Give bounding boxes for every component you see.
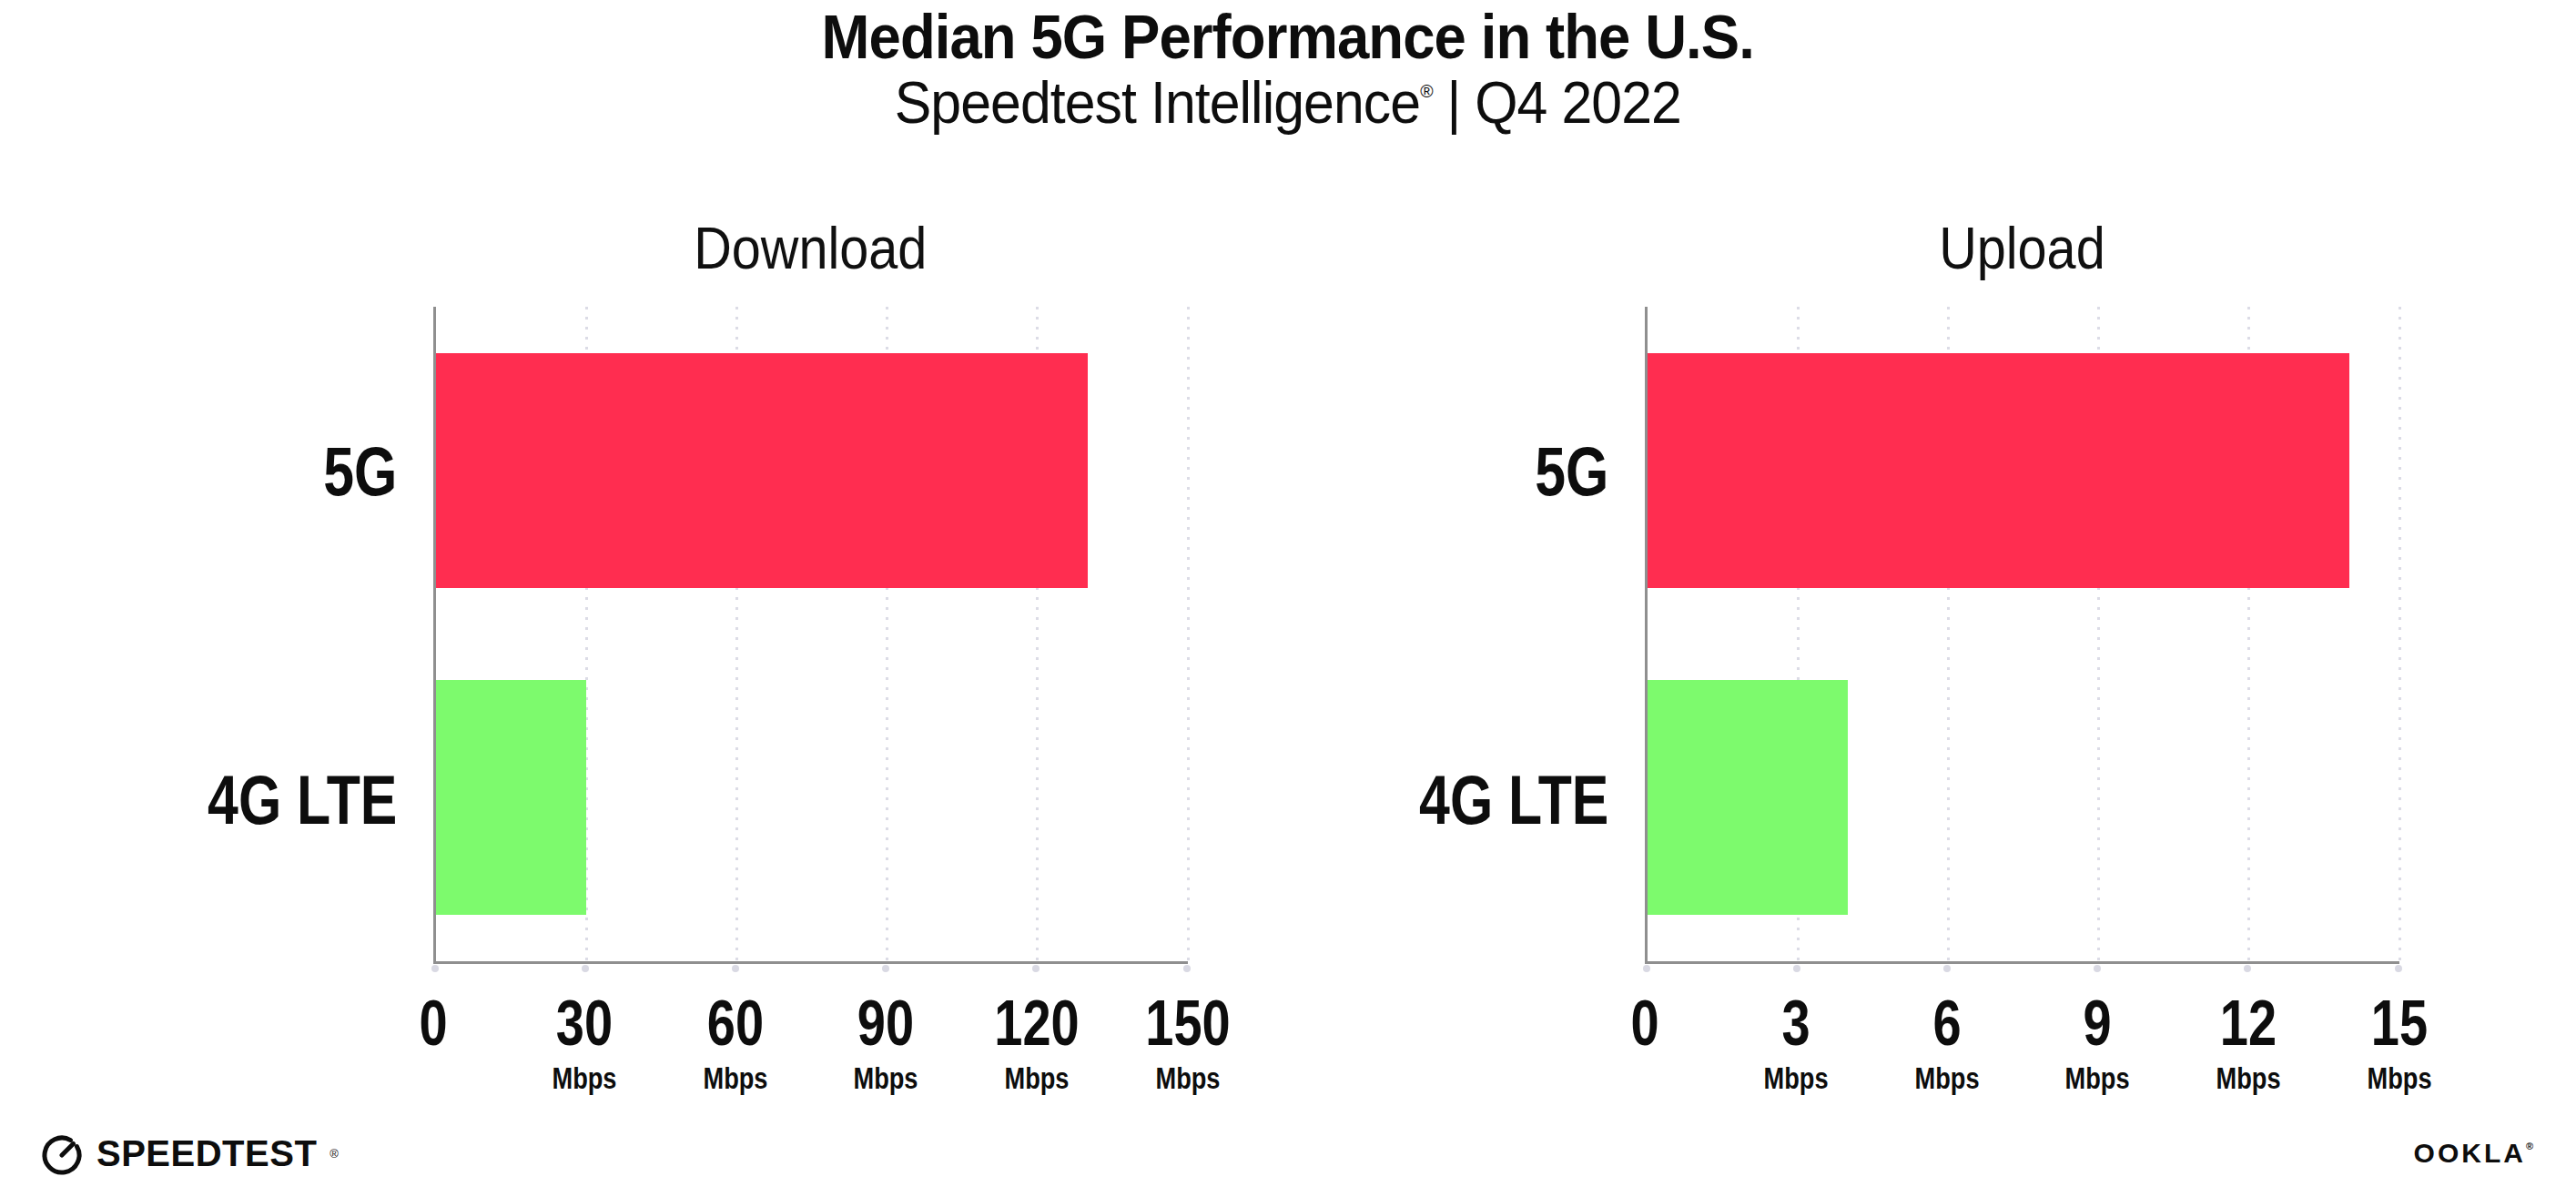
speedtest-wordmark: SPEEDTEST <box>96 1133 317 1174</box>
x-tick: 0 <box>1628 991 1663 1055</box>
category-label-4g-lte: 4G LTE <box>1388 635 1645 964</box>
x-tick: 120 Mbps <box>984 991 1090 1093</box>
axis-tick-dot <box>1943 965 1951 972</box>
download-plot-row: 5G 4G LTE <box>177 307 1188 964</box>
page-subtitle: Speedtest Intelligence® | Q4 2022 <box>0 74 2576 132</box>
bar-row-5g <box>1648 307 2399 634</box>
x-tick: 90 Mbps <box>846 991 927 1093</box>
chart-graphic: Median 5G Performance in the U.S. Speedt… <box>0 0 2576 1197</box>
x-tick-value: 6 <box>1914 991 1979 1055</box>
x-tick: 3 Mbps <box>1755 991 1836 1093</box>
axis-tick-dot <box>582 965 589 972</box>
page-title: Median 5G Performance in the U.S. <box>0 5 2576 68</box>
x-axis: 030Mbps60Mbps90Mbps120Mbps150Mbps <box>433 964 1188 1108</box>
x-tick-value: 15 <box>2367 991 2431 1055</box>
speedometer-gauge-icon <box>40 1131 84 1175</box>
x-tick: 30 Mbps <box>543 991 624 1093</box>
y-axis-labels: 5G 4G LTE <box>1388 307 1645 964</box>
x-tick: 150 Mbps <box>1135 991 1242 1093</box>
x-tick: 0 <box>416 991 451 1055</box>
plot-area <box>433 307 1188 964</box>
x-tick-unit: Mbps <box>994 1062 1079 1093</box>
x-tick: 9 Mbps <box>2057 991 2138 1093</box>
axis-tick-dot <box>1793 965 1800 972</box>
plot-area <box>1645 307 2399 964</box>
x-tick-value: 120 <box>994 991 1079 1055</box>
footer: SPEEDTEST® OOKLA® <box>0 1131 2576 1197</box>
x-tick-value: 90 <box>854 991 918 1055</box>
x-tick: 6 Mbps <box>1906 991 1987 1093</box>
x-tick-value: 150 <box>1145 991 1230 1055</box>
x-tick-unit: Mbps <box>2216 1062 2281 1093</box>
axis-tick-dot <box>2395 965 2402 972</box>
x-tick-value: 0 <box>419 991 447 1055</box>
x-tick-unit: Mbps <box>703 1062 767 1093</box>
x-tick-unit: Mbps <box>2367 1062 2431 1093</box>
registered-mark: ® <box>330 1147 339 1161</box>
subtitle-period: | Q4 2022 <box>1433 70 1681 136</box>
download-chart: Download 5G 4G LTE <box>177 219 1188 1108</box>
charts-container: Download 5G 4G LTE <box>0 219 2576 1108</box>
ookla-logo: OOKLA® <box>2414 1138 2536 1169</box>
x-tick-unit: Mbps <box>2065 1062 2130 1093</box>
x-tick-unit: Mbps <box>1145 1062 1230 1093</box>
page-title-text: Median 5G Performance in the U.S. <box>822 5 1754 68</box>
category-label-4g-lte: 4G LTE <box>177 635 433 964</box>
x-tick-value: 0 <box>1630 991 1658 1055</box>
speedtest-logo: SPEEDTEST ® <box>40 1131 339 1175</box>
bar-5g <box>436 353 1088 588</box>
registered-mark: ® <box>1420 80 1432 101</box>
bar-row-5g <box>436 307 1188 634</box>
x-tick: 15 Mbps <box>2359 991 2440 1093</box>
y-axis-labels: 5G 4G LTE <box>177 307 433 964</box>
bar-4g-lte <box>436 680 586 915</box>
x-tick: 60 Mbps <box>695 991 776 1093</box>
upload-chart-title: Upload <box>1645 219 2399 278</box>
ookla-wordmark: OOKLA <box>2414 1138 2526 1168</box>
x-tick-value: 30 <box>552 991 616 1055</box>
x-axis: 03Mbps6Mbps9Mbps12Mbps15Mbps <box>1645 964 2399 1108</box>
x-tick-unit: Mbps <box>854 1062 918 1093</box>
axis-tick-dot <box>1643 965 1650 972</box>
category-label-5g: 5G <box>177 307 433 635</box>
axis-tick-dot <box>732 965 739 972</box>
x-tick-value: 60 <box>703 991 767 1055</box>
x-tick: 12 Mbps <box>2208 991 2289 1093</box>
x-tick-value: 9 <box>2065 991 2130 1055</box>
x-tick-value: 12 <box>2216 991 2281 1055</box>
category-label-5g: 5G <box>1388 307 1645 635</box>
subtitle-brand: Speedtest Intelligence <box>895 70 1420 136</box>
registered-mark: ® <box>2526 1141 2536 1151</box>
bar-5g <box>1648 353 2349 588</box>
bar-4g-lte <box>1648 680 1848 915</box>
axis-tick-dot <box>1183 965 1191 972</box>
x-tick-unit: Mbps <box>1763 1062 1828 1093</box>
x-tick-unit: Mbps <box>1914 1062 1979 1093</box>
header: Median 5G Performance in the U.S. Speedt… <box>0 0 2576 132</box>
x-tick-value: 3 <box>1763 991 1828 1055</box>
upload-chart: Upload 5G 4G LTE <box>1388 219 2399 1108</box>
axis-tick-dot <box>431 965 439 972</box>
upload-plot-row: 5G 4G LTE <box>1388 307 2399 964</box>
x-tick-unit: Mbps <box>552 1062 616 1093</box>
download-chart-title: Download <box>433 219 1188 278</box>
bar-row-4g-lte <box>436 634 1188 962</box>
bar-row-4g-lte <box>1648 634 2399 962</box>
